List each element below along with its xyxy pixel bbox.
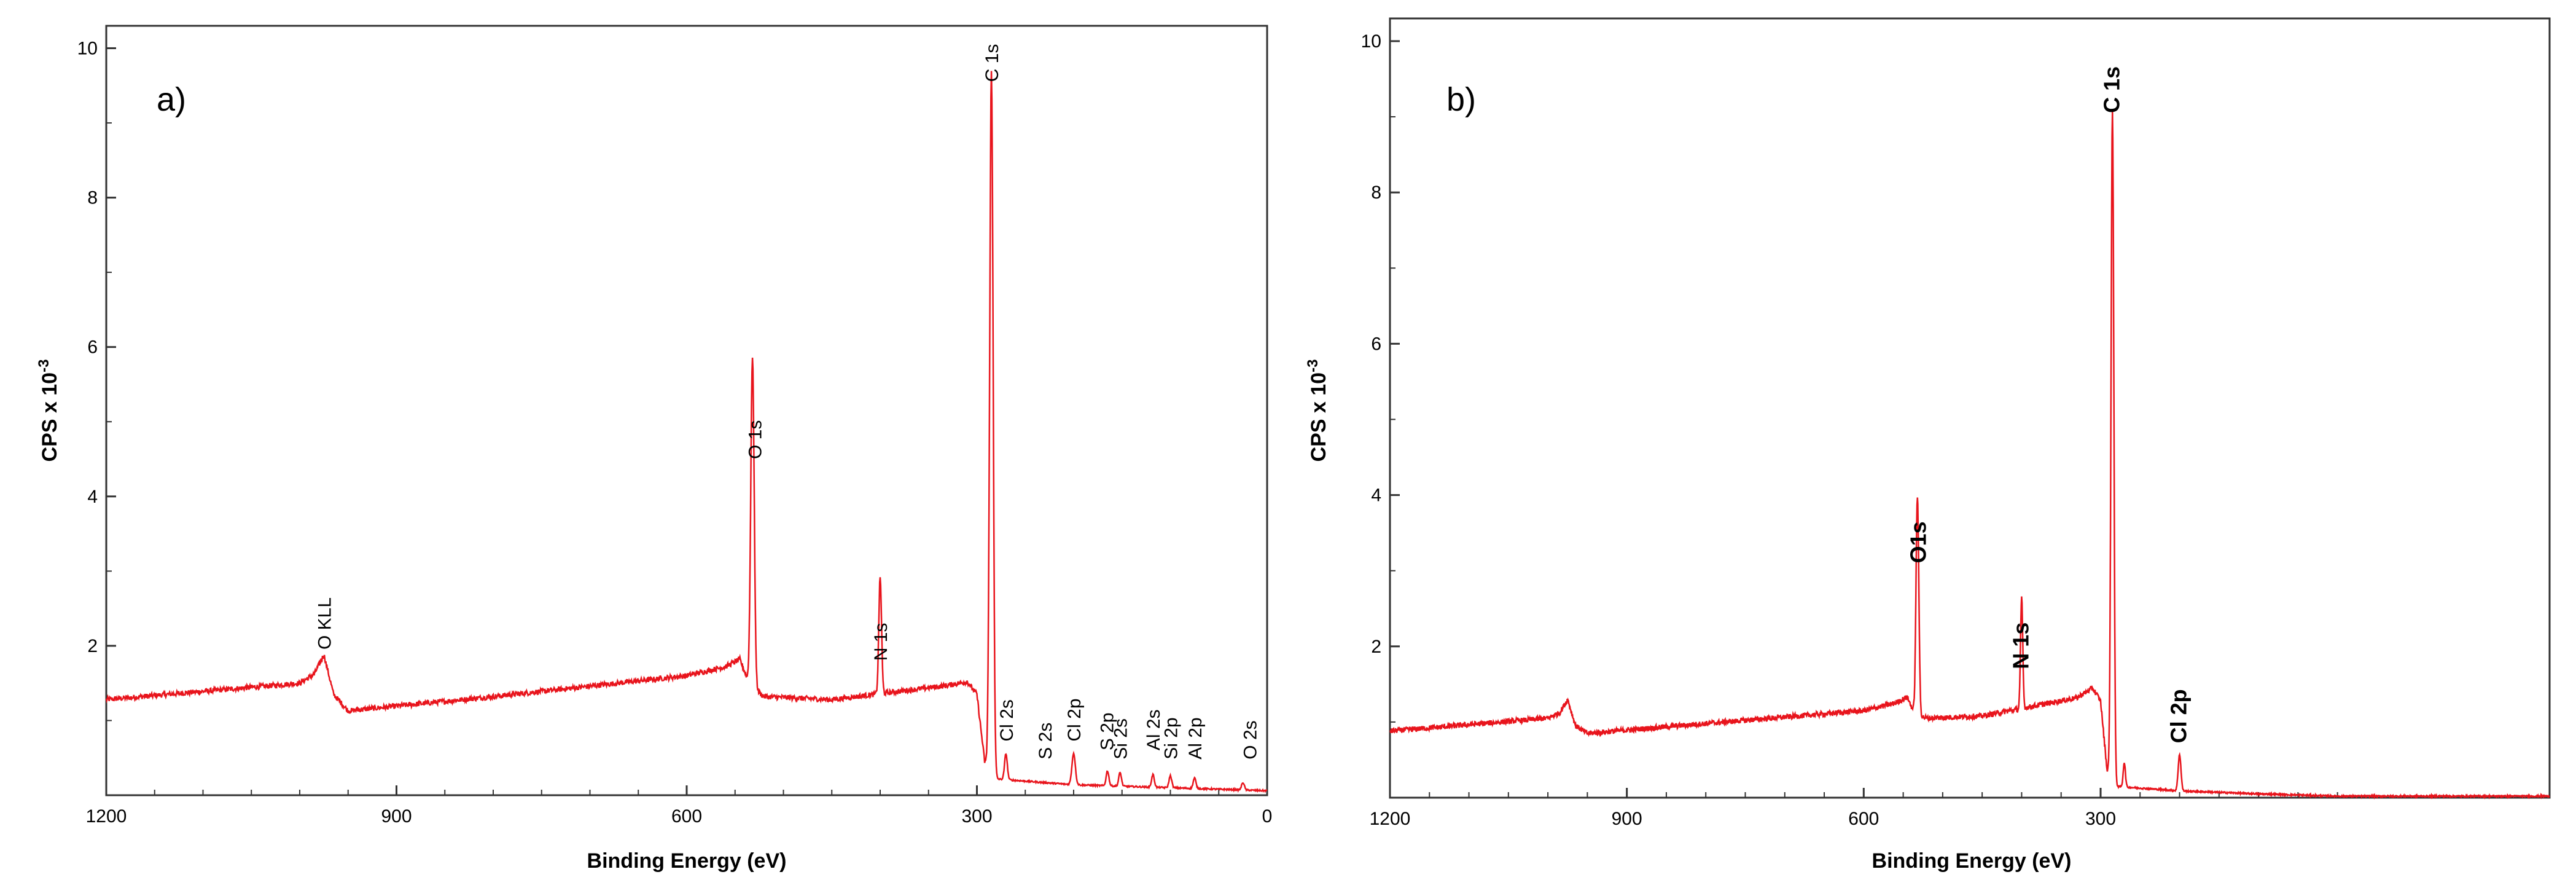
peak-label: C 1s [2099,66,2124,113]
x-tick-label: 900 [1612,809,1642,829]
x-tick-label: 900 [381,806,412,827]
panel-b: b) Binding Energy (eV) CPS x 10-3 2 4 6 8 10… [1305,17,2551,873]
trace-b [1389,111,2550,800]
y-tick-label: 10 [1361,31,1381,52]
peak-label: Al 2s [1144,709,1164,750]
peak-label: N 1s [2008,623,2033,669]
y-tick-label: 2 [1371,637,1381,657]
peak-label: Cl 2s [997,699,1017,741]
peak-label: O 2s [1241,720,1261,759]
y-tick-label: 8 [1371,183,1381,203]
peak-label: S 2p [1098,712,1118,750]
y-axis-title-main-b: CPS x 10 [1307,372,1330,462]
peak-label: Si 2s [1111,718,1131,760]
x-tick-label: 1200 [86,806,127,827]
peak-label: O KLL [314,597,335,650]
ticks-b: 2 4 6 8 10 1200 900 600 300 [1361,31,2338,829]
x-tick-label: 300 [961,806,992,827]
y-tick-label: 6 [87,337,98,358]
peak-label: O 1s [745,420,765,459]
peak-label: N 1s [871,623,891,661]
y-tick-label: 2 [87,636,98,656]
ticks-a: 2 4 6 8 10 1200 900 600 300 0 [77,38,1273,827]
peak-label: Al 2p [1185,717,1206,759]
y-axis-title-exp-a: -3 [36,360,52,372]
peak-label: S 2s [1036,723,1056,760]
peak-label: Cl 2p [2166,689,2192,743]
y-tick-label: 10 [77,38,98,58]
y-axis-title-b: CPS x 10-3 [1305,360,1331,462]
panel-label-a: a) [157,81,186,118]
panel-a: a) Binding Energy (eV) CPS x 10-3 2 4 6 8 10… [36,25,1273,873]
y-tick-label: 6 [1371,334,1381,354]
y-axis-title-a: CPS x 10-3 [36,360,62,462]
spectrum-line [105,71,1268,793]
panel-label-b: b) [1446,81,1476,118]
annotations-b: O1s N 1s C 1s Cl 2p [1905,66,2191,744]
x-tick-label: 0 [1262,806,1273,827]
x-axis-title-a: Binding Energy (eV) [587,849,787,873]
peak-label: C 1s [982,44,1002,82]
y-axis-title-main-a: CPS x 10 [38,372,61,462]
x-tick-label: 600 [671,806,702,827]
x-axis-title-b: Binding Energy (eV) [1872,849,2072,873]
y-axis-title-exp-b: -3 [1305,360,1321,372]
peak-label: Cl 2p [1064,698,1085,741]
plot-frame-a [105,25,1268,796]
trace-a [105,71,1268,793]
y-tick-label: 4 [87,487,98,507]
x-tick-label: 600 [1848,809,1879,829]
spectrum-line [1389,111,2550,800]
y-tick-label: 4 [1371,485,1381,506]
peak-label: Si 2p [1161,717,1182,759]
peak-label: O1s [1905,521,1930,563]
x-tick-label: 1200 [1370,809,1411,829]
x-tick-label: 300 [2085,809,2116,829]
plot-frame-b [1389,17,2551,799]
y-tick-label: 8 [87,188,98,208]
